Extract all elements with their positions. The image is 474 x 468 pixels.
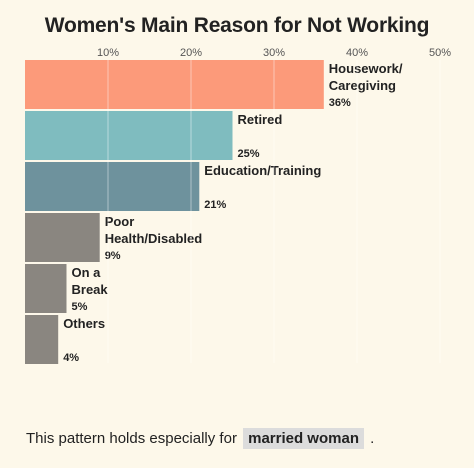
chart-title: Women's Main Reason for Not Working: [44, 14, 430, 37]
x-tick-label: 30%: [263, 47, 285, 59]
bar: [25, 162, 200, 211]
bar-category-label: Education/Training: [204, 163, 321, 178]
bar-chart: 10% 20% 30% 40% 50% Housework/Caregiving 36% Re…: [25, 47, 451, 364]
bar-value-label: 25%: [238, 148, 260, 160]
bar: [25, 213, 100, 262]
footer-prefix: This pattern holds especially for: [26, 430, 237, 447]
bar-value-label: 4%: [63, 352, 79, 364]
bar-category-label: Others: [63, 316, 105, 331]
bar-category-label: Health/Disabled: [105, 231, 203, 246]
bar: [25, 315, 59, 364]
bar-value-label: 36%: [329, 97, 351, 109]
bar-category-label: On a: [72, 265, 102, 280]
bar-category-label: Retired: [238, 112, 283, 127]
x-tick-label: 50%: [429, 47, 451, 59]
bar-category-label: Caregiving: [329, 78, 396, 93]
bar: [25, 264, 67, 313]
bar-value-label: 21%: [204, 199, 226, 211]
bar: [25, 60, 324, 109]
bar-category-label: Break: [72, 282, 109, 297]
highlighted-group[interactable]: married woman: [243, 428, 364, 449]
bar-category-label: Poor: [105, 214, 135, 229]
bar-value-label: 5%: [72, 301, 88, 313]
bar-category-label: Housework/: [329, 61, 403, 76]
footer-text: This pattern holds especially for marrie…: [26, 428, 375, 449]
bar-value-label: 9%: [105, 250, 121, 262]
footer-suffix: .: [370, 430, 375, 447]
x-tick-label: 40%: [346, 47, 368, 59]
x-tick-label: 10%: [97, 47, 119, 59]
x-tick-label: 20%: [180, 47, 202, 59]
bar: [25, 111, 233, 160]
